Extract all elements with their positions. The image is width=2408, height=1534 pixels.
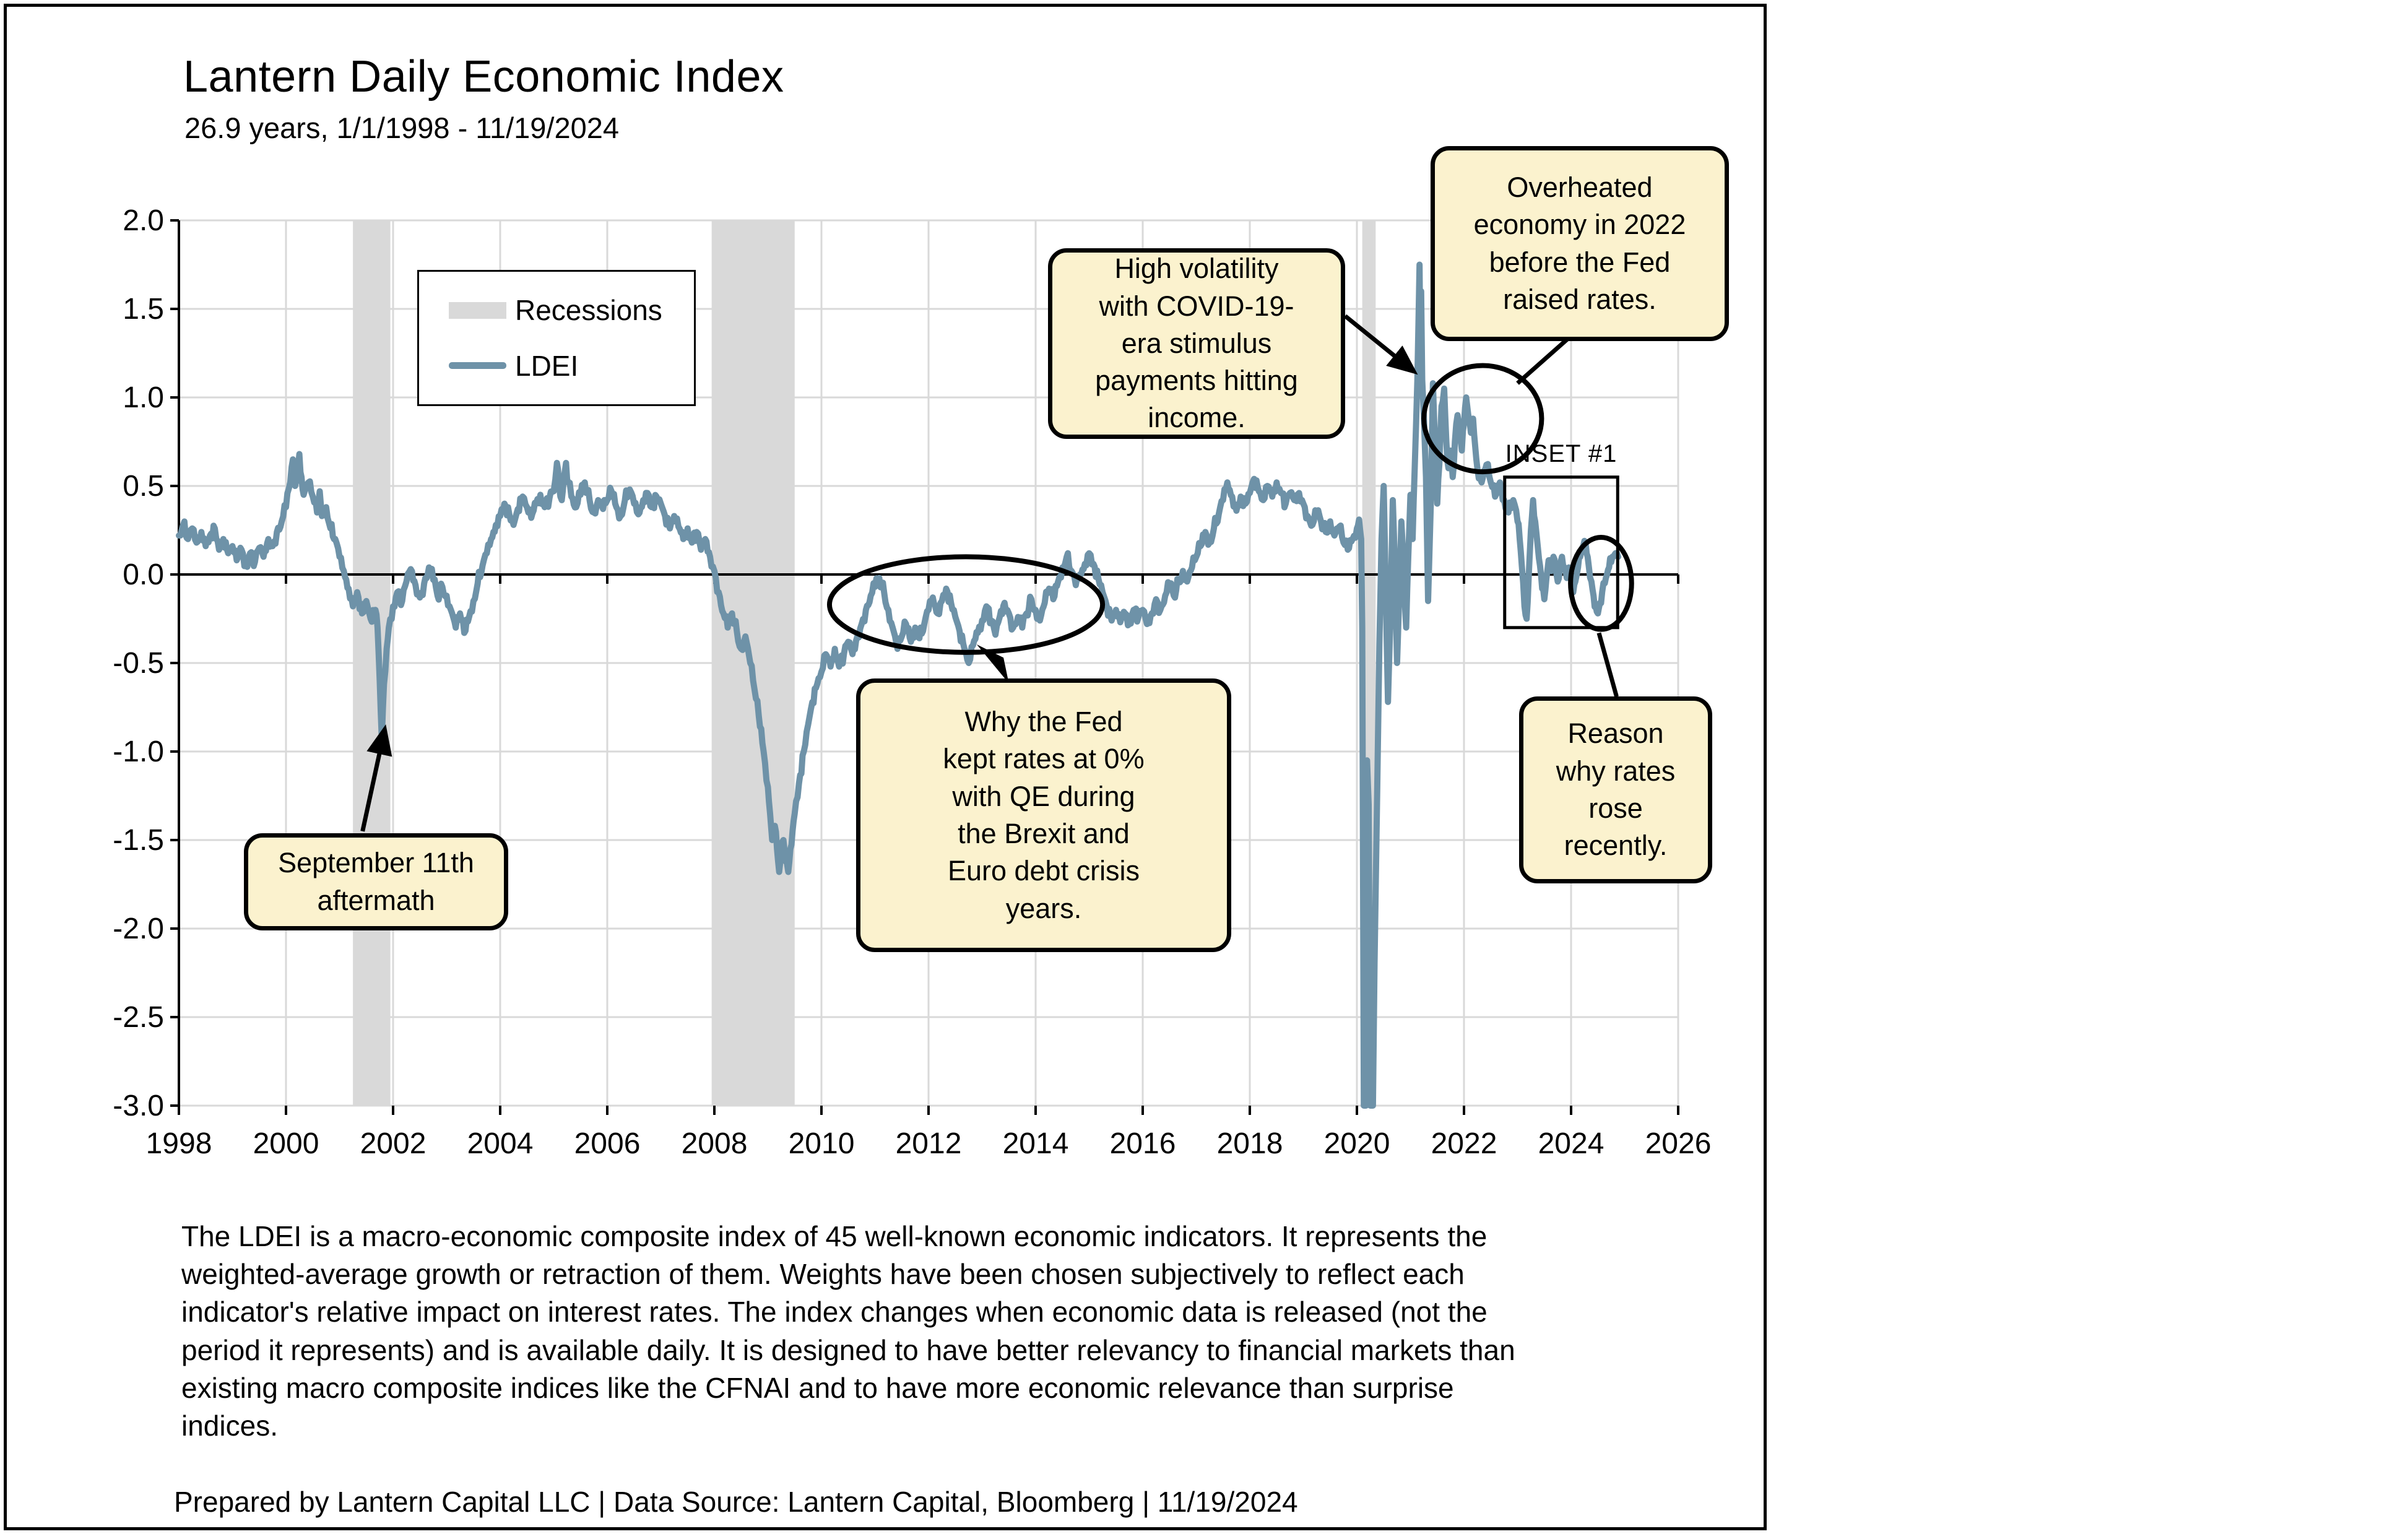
legend-label-ldei: LDEI (515, 349, 579, 382)
x-tick-label: 2010 (789, 1127, 855, 1160)
x-tick-label: 2000 (253, 1127, 319, 1160)
annotation-arrow (360, 724, 392, 832)
ldei-chart: 2.0 1.5 1.0 0.5 0.0 -0.5 -1.0 -1.5 -2.0 -2.5 -3.0 1… (113, 204, 1712, 1160)
index-description: The LDEI is a macro-economic composite i… (181, 1220, 1515, 1442)
axes (170, 219, 1679, 1115)
x-tick-label: 2024 (1538, 1127, 1605, 1160)
y-tick-label: -0.5 (113, 647, 164, 680)
y-tick-label: 2.0 (123, 204, 164, 237)
gridlines (178, 219, 1679, 1107)
x-tick-label: 2014 (1003, 1127, 1069, 1160)
x-tick-label: 2020 (1324, 1127, 1390, 1160)
x-tick-label: 2008 (682, 1127, 748, 1160)
callout-september-11: September 11th aftermath (244, 833, 508, 930)
annotation-arrow (1343, 314, 1418, 375)
y-tick-label: 0.5 (123, 470, 164, 503)
callout-rates-rose: Reason why rates rose recently. (1519, 696, 1712, 883)
y-axis-labels: 2.0 1.5 1.0 0.5 0.0 -0.5 -1.0 -1.5 -2.0 -2.5 -3.0 (113, 204, 164, 1122)
x-axis-labels: 1998 2000 2002 2004 2006 2008 2010 2012 2014 2016… (146, 1127, 1712, 1160)
y-tick-label: -2.0 (113, 912, 164, 945)
recession-swatch (449, 301, 506, 319)
y-tick-label: 0.0 (123, 558, 164, 591)
y-tick-label: 1.5 (123, 293, 164, 326)
x-tick-label: 2006 (574, 1127, 641, 1160)
legend-label-recessions: Recessions (515, 294, 662, 327)
ldei-line (176, 261, 1622, 1109)
x-tick-label: 2002 (360, 1127, 427, 1160)
credit-line: Prepared by Lantern Capital LLC | Data S… (174, 1486, 1298, 1518)
x-tick-label: 2018 (1217, 1127, 1283, 1160)
chart-panel: 2.0 1.5 1.0 0.5 0.0 -0.5 -1.0 -1.5 -2.0 -2.5 -3.0 1… (4, 4, 1767, 1530)
highlight-ellipse (826, 554, 1106, 655)
callout-overheated-economy: Overheated economy in 2022 before the Fe… (1431, 146, 1729, 341)
chart-legend: Recessions LDEI (417, 270, 696, 406)
series (176, 261, 1622, 1109)
x-tick-label: 2012 (896, 1127, 962, 1160)
inset-1-box (1503, 475, 1619, 630)
y-tick-label: -1.0 (113, 735, 164, 768)
callout-covid-volatility: High volatility with COVID-19- era stimu… (1048, 248, 1345, 439)
x-tick-label: 2026 (1645, 1127, 1712, 1160)
callout-wedge (976, 644, 1009, 683)
x-tick-label: 1998 (146, 1127, 212, 1160)
y-tick-label: -2.5 (113, 1001, 164, 1034)
highlight-ellipse (1568, 534, 1634, 632)
callout-fed-zero-rates: Why the Fed kept rates at 0% with QE dur… (856, 678, 1231, 952)
x-tick-label: 2016 (1110, 1127, 1176, 1160)
y-tick-label: 1.0 (123, 381, 164, 414)
ldei-line-swatch (449, 362, 506, 370)
y-tick-label: -1.5 (113, 824, 164, 857)
x-tick-label: 2004 (467, 1127, 534, 1160)
page-title: Lantern Daily Economic Index (183, 52, 784, 102)
highlight-ellipse (1421, 363, 1544, 475)
annotation-shapes (360, 314, 1634, 832)
y-tick-label: -3.0 (113, 1090, 164, 1122)
legend-item-recessions: Recessions (449, 293, 694, 327)
annotation-connector (1596, 632, 1619, 698)
legend-item-ldei: LDEI (449, 349, 694, 383)
inset-1-label: INSET #1 (1505, 440, 1618, 467)
page-subtitle: 26.9 years, 1/1/1998 - 11/19/2024 (184, 111, 620, 144)
x-tick-label: 2022 (1431, 1127, 1497, 1160)
